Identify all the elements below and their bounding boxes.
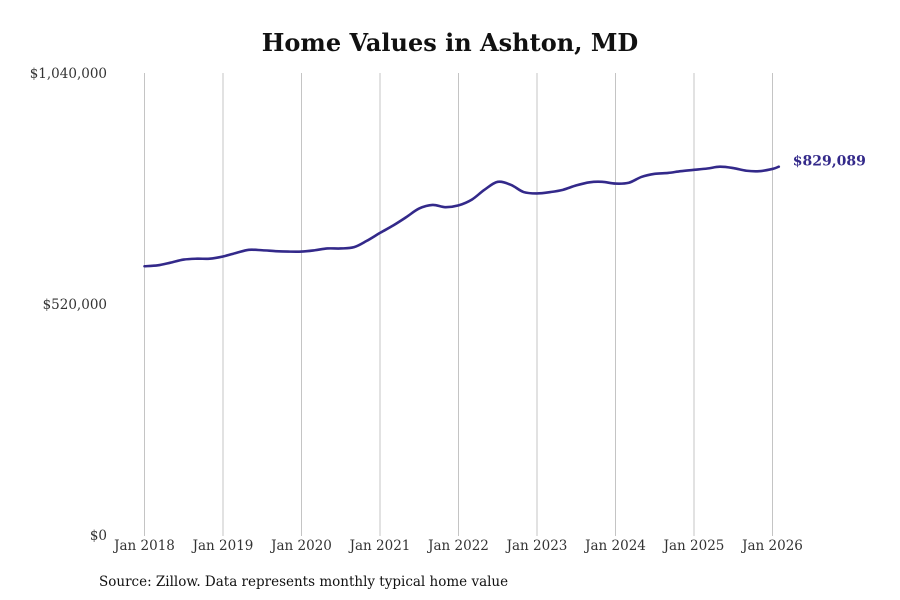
x-tick-label: Jan 2018 [112, 538, 175, 554]
y-tick-label: $0 [90, 528, 107, 544]
y-tick-label: $1,040,000 [30, 66, 107, 82]
x-tick-label: Jan 2026 [740, 538, 803, 554]
data-labels: $829,089 [793, 154, 866, 170]
gridlines [144, 73, 773, 536]
x-tick-label: Jan 2021 [348, 538, 411, 554]
series-group [143, 165, 781, 268]
y-tick-label: $520,000 [43, 297, 107, 313]
x-tick-label: Jan 2024 [583, 538, 646, 554]
x-tick-label: Jan 2020 [269, 538, 332, 554]
end-value-label: $829,089 [793, 154, 866, 170]
y-axis: $0 $520,000 $1,040,000 [30, 66, 107, 544]
x-tick-label: Jan 2023 [505, 538, 568, 554]
x-tick-label: Jan 2019 [191, 538, 254, 554]
source-note: Source: Zillow. Data represents monthly … [99, 574, 509, 590]
x-tick-label: Jan 2025 [662, 538, 725, 554]
series-line [143, 165, 781, 268]
chart-title: Home Values in Ashton, MD [261, 28, 639, 57]
x-axis: Jan 2018 Jan 2019 Jan 2020 Jan 2021 Jan 2022… [112, 538, 803, 554]
x-tick-label: Jan 2022 [426, 538, 489, 554]
